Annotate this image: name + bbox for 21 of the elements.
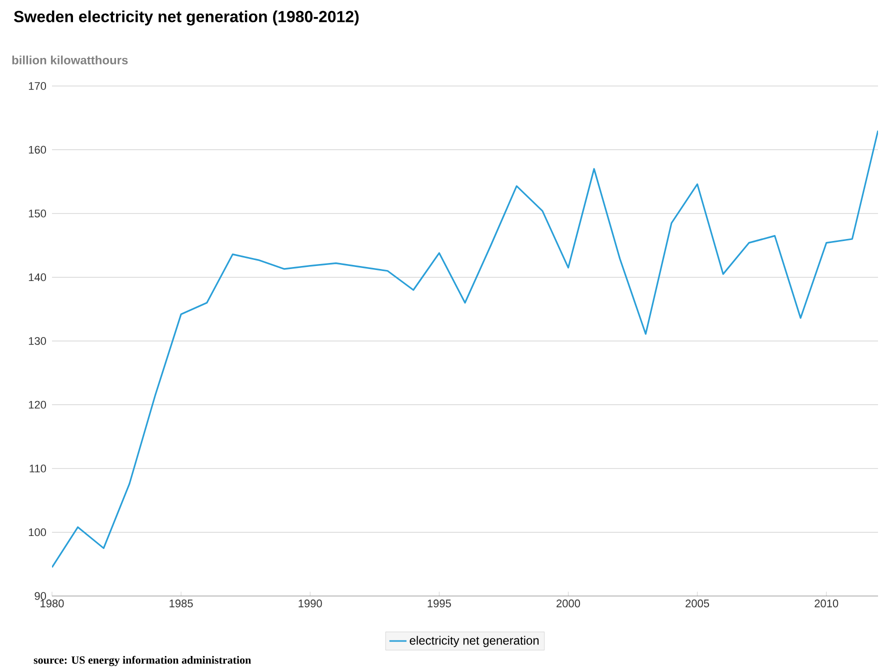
y-tick-label: 120 <box>28 400 46 408</box>
y-tick-label: 170 <box>28 82 46 90</box>
y-tick-label: 110 <box>30 464 46 472</box>
source-note: source: US energy information administration <box>34 656 252 666</box>
x-tick-label: 1985 <box>170 599 193 608</box>
x-tick-label: 2005 <box>686 599 710 608</box>
legend-label: electricity net generation <box>410 636 539 647</box>
x-tick-label: 2010 <box>814 599 838 608</box>
y-tick-label: 90 <box>34 592 46 600</box>
y-tick-label: 130 <box>28 336 46 345</box>
y-tick-label: 140 <box>28 273 46 281</box>
x-tick-label: 1995 <box>428 599 451 608</box>
chart-title: Sweden electricity net generation (1980-2012) <box>14 10 359 26</box>
y-tick-label: 100 <box>28 528 46 536</box>
x-tick-label: 1990 <box>298 599 322 608</box>
y-tick-label: 150 <box>28 209 46 218</box>
line-series <box>52 130 878 568</box>
y-tick-label: 160 <box>28 146 46 154</box>
x-tick-label: 2000 <box>556 599 580 608</box>
x-tick-label: 1980 <box>40 599 64 608</box>
y-axis-title: billion kilowatthours <box>12 55 128 64</box>
